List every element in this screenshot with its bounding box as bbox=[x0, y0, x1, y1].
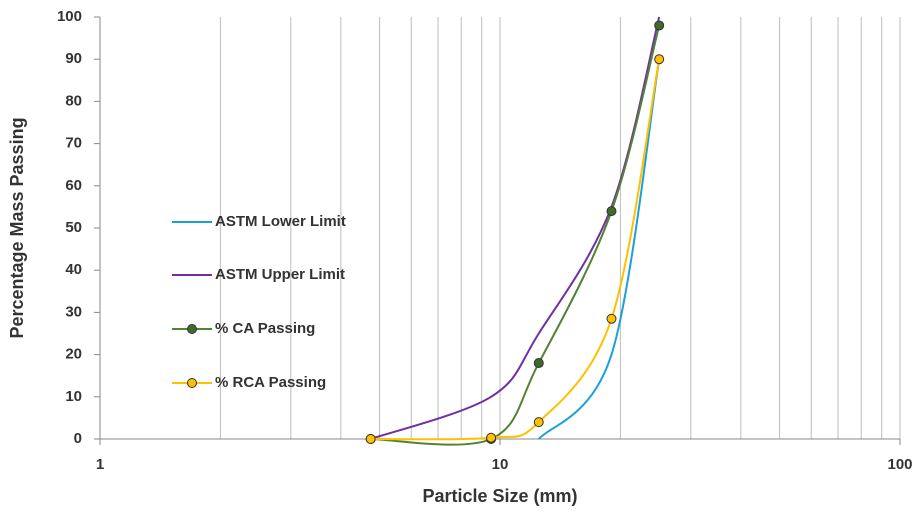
y-tick-label: 60 bbox=[65, 177, 82, 194]
y-tick-label: 100 bbox=[57, 8, 82, 25]
legend-marker bbox=[187, 378, 197, 388]
y-tick-label: 50 bbox=[65, 219, 82, 236]
data-point bbox=[533, 358, 544, 369]
legend-label: % RCA Passing bbox=[215, 374, 326, 391]
y-tick-label: 20 bbox=[65, 346, 82, 363]
legend-marker bbox=[187, 324, 197, 334]
y-tick-label: 80 bbox=[65, 92, 82, 109]
series-line bbox=[370, 59, 661, 441]
data-point bbox=[533, 417, 544, 428]
x-tick-label: 100 bbox=[887, 456, 912, 473]
data-point bbox=[654, 54, 665, 65]
y-tick-label: 90 bbox=[65, 50, 82, 67]
series-line bbox=[538, 59, 661, 440]
data-point bbox=[486, 432, 497, 443]
series-line bbox=[370, 25, 661, 446]
data-point bbox=[606, 206, 617, 217]
y-tick-label: 40 bbox=[65, 261, 82, 278]
y-tick-label: 30 bbox=[65, 303, 82, 320]
legend-label: ASTM Upper Limit bbox=[215, 266, 345, 283]
data-point bbox=[606, 313, 617, 324]
x-tick-label: 1 bbox=[96, 456, 104, 473]
y-axis-title: Percentage Mass Passing bbox=[7, 117, 27, 338]
data-point bbox=[365, 434, 376, 444]
legend-label: ASTM Lower Limit bbox=[215, 213, 346, 230]
y-tick-label: 0 bbox=[74, 430, 82, 447]
legend-label: % CA Passing bbox=[215, 320, 315, 337]
x-axis-title: Particle Size (mm) bbox=[422, 486, 577, 506]
series-line bbox=[370, 16, 661, 440]
y-tick-label: 70 bbox=[65, 135, 82, 152]
y-tick-label: 10 bbox=[65, 388, 82, 405]
data-point bbox=[654, 20, 665, 31]
x-tick-label: 10 bbox=[492, 456, 509, 473]
